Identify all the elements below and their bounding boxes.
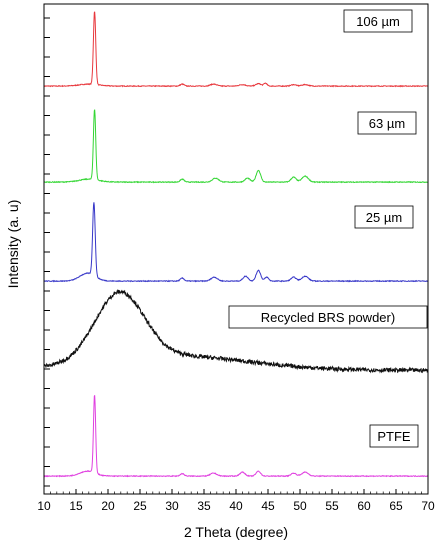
x-tick-label: 55 bbox=[325, 499, 339, 513]
legend-box-4 bbox=[228, 305, 428, 329]
legend-label-4: Recycled BRS powder) bbox=[261, 310, 395, 325]
traces bbox=[43, 11, 429, 478]
y-axis-label: Intensity (a. u) bbox=[5, 200, 21, 289]
x-axis-label: 2 Theta (degree) bbox=[184, 524, 288, 540]
x-tick-label: 70 bbox=[421, 499, 435, 513]
x-ticks: 10 15 20 25 30 35 40 45 50 55 60 65 70 bbox=[37, 489, 435, 513]
series-line-5 bbox=[43, 395, 429, 478]
plot-frame bbox=[43, 3, 429, 495]
legend-label-2: 63 µm bbox=[369, 116, 405, 131]
legend-label-3: 25 µm bbox=[366, 210, 402, 225]
series-line-4 bbox=[43, 289, 429, 374]
x-tick-label: 35 bbox=[197, 499, 211, 513]
legend-box-3 bbox=[354, 205, 414, 229]
x-tick-label: 65 bbox=[389, 499, 403, 513]
legend-box-5 bbox=[369, 424, 419, 448]
x-tick-label: 25 bbox=[133, 499, 147, 513]
legend-box-1 bbox=[343, 9, 413, 33]
y-ticks bbox=[44, 17, 50, 487]
legend: 106 µm 63 µm 25 µm Recycled BRS powder) PTFE bbox=[228, 9, 428, 448]
legend-box-2 bbox=[357, 111, 417, 135]
x-tick-label: 60 bbox=[357, 499, 371, 513]
legend-label-1: 106 µm bbox=[356, 14, 400, 29]
x-tick-label: 45 bbox=[261, 499, 275, 513]
x-tick-label: 10 bbox=[37, 499, 51, 513]
legend-label-5: PTFE bbox=[377, 429, 411, 444]
series-line-1 bbox=[43, 11, 429, 88]
series-line-3 bbox=[43, 202, 429, 283]
x-tick-label: 30 bbox=[165, 499, 179, 513]
x-tick-label: 20 bbox=[101, 499, 115, 513]
x-tick-label: 15 bbox=[69, 499, 83, 513]
series-line-2 bbox=[43, 109, 429, 184]
x-tick-label: 40 bbox=[229, 499, 243, 513]
x-tick-label: 50 bbox=[293, 499, 307, 513]
